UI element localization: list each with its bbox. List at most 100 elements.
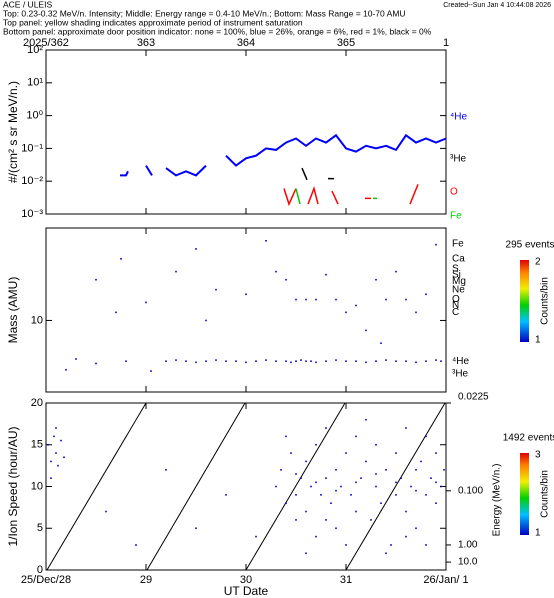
point — [425, 360, 427, 362]
point — [400, 477, 402, 479]
point — [415, 527, 417, 530]
legend-label: Fe — [450, 211, 462, 222]
point — [310, 360, 312, 362]
colorbar-tick: 1 — [535, 335, 541, 346]
point — [315, 443, 317, 446]
point — [385, 298, 387, 301]
y-tick-label: 10 — [31, 314, 43, 326]
point — [425, 293, 427, 296]
y-axis-label: #/(cm² s sr MeV/n.) — [6, 81, 20, 183]
y-axis-label: 1/Ion Speed (hour/AU) — [6, 426, 20, 546]
point — [325, 427, 327, 429]
x-tick-label: 26/Jan/ 1 — [423, 574, 468, 586]
y-tick-label: 10⁻² — [21, 175, 43, 187]
legend-label: ³He — [450, 154, 467, 165]
point — [440, 360, 442, 362]
point — [265, 239, 267, 242]
point — [325, 360, 327, 362]
point — [310, 485, 312, 488]
y-axis-label: Mass (AMU) — [6, 277, 20, 344]
point — [215, 288, 217, 291]
point — [405, 427, 407, 429]
point — [415, 311, 417, 314]
point — [325, 519, 327, 521]
point — [315, 298, 317, 301]
point — [440, 485, 442, 488]
point — [365, 460, 367, 463]
point — [300, 359, 302, 361]
point — [390, 544, 392, 546]
point — [165, 360, 167, 362]
point — [375, 360, 377, 362]
point — [435, 452, 437, 454]
point — [195, 527, 197, 530]
x-tick-label: 2025/362 — [23, 37, 69, 49]
subtitle: Top: 0.23-0.32 MeV/n. Intensity; Middle:… — [3, 8, 406, 18]
point — [405, 535, 407, 538]
point — [345, 360, 347, 362]
point — [60, 439, 62, 442]
point — [275, 485, 277, 488]
x-tick-label: 1 — [443, 37, 449, 49]
point — [425, 435, 427, 438]
point — [305, 298, 307, 301]
point — [95, 362, 97, 365]
point — [105, 510, 107, 513]
subtitle: Top panel: yellow shading indicates appr… — [3, 17, 303, 27]
point — [115, 311, 117, 314]
point — [395, 481, 397, 484]
point — [275, 270, 277, 273]
title: ACE / ULEIS — [3, 0, 52, 9]
point — [275, 360, 277, 362]
point — [57, 464, 59, 467]
subtitle: Bottom panel: approximate door position … — [3, 26, 432, 36]
x-tick-label: 31 — [340, 574, 352, 586]
point — [175, 359, 177, 361]
colorbar-tick: 2 — [535, 257, 541, 268]
point — [305, 360, 307, 362]
point — [50, 460, 52, 463]
point — [50, 477, 52, 479]
point — [415, 469, 417, 471]
element-label: O — [452, 294, 460, 305]
point — [315, 361, 317, 364]
point — [120, 258, 122, 260]
point — [55, 452, 57, 454]
point — [280, 469, 282, 471]
point — [235, 360, 237, 362]
point — [380, 342, 382, 344]
point — [285, 502, 287, 504]
point — [435, 481, 437, 484]
point — [410, 485, 412, 488]
point — [325, 477, 327, 479]
point — [295, 519, 297, 521]
point — [295, 298, 297, 301]
point — [135, 544, 137, 546]
point — [315, 535, 317, 538]
element-label: Mg — [452, 276, 466, 287]
y-tick-label: 10⁰ — [26, 110, 43, 122]
colorbar — [520, 453, 529, 535]
point — [205, 360, 207, 362]
point — [325, 273, 327, 276]
point — [365, 361, 367, 364]
point — [415, 361, 417, 364]
element-label: Si — [452, 269, 461, 280]
x-tick-label: 29 — [140, 574, 152, 586]
point — [320, 494, 322, 496]
y-tick-label: 10¹ — [27, 77, 43, 89]
y-tick-label: 0 — [37, 564, 43, 576]
point — [375, 443, 377, 446]
point — [355, 304, 357, 307]
point — [395, 452, 397, 454]
y-tick-label: 5 — [37, 522, 43, 534]
point — [355, 360, 357, 362]
point — [335, 527, 337, 530]
point — [405, 510, 407, 513]
colorbar-label: Counts/bin — [540, 277, 551, 325]
colorbar-events: 295 events — [506, 240, 554, 251]
series-line — [283, 184, 419, 207]
y-tick-label: 10⁻³ — [21, 208, 43, 220]
element-label: ⁴He — [452, 356, 470, 367]
